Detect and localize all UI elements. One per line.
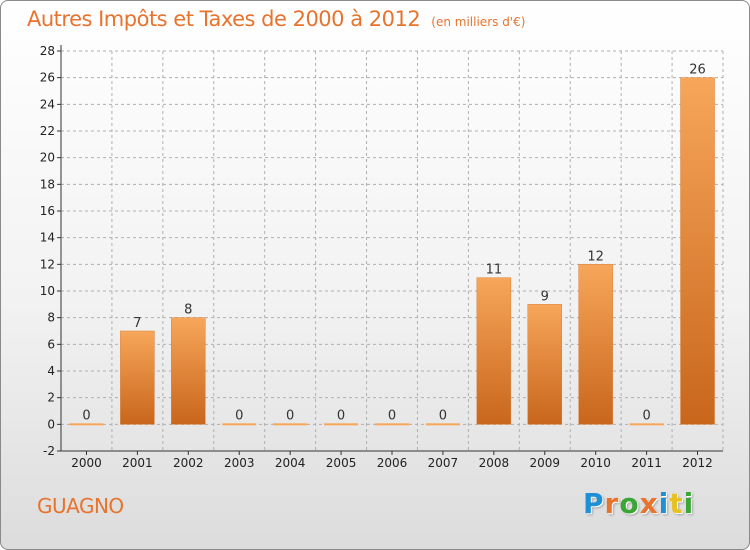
x-tick-label: 2005 xyxy=(326,456,357,470)
bar xyxy=(425,423,460,426)
chart-title: Autres Impôts et Taxes de 2000 à 2012 xyxy=(27,7,421,31)
data-label: 0 xyxy=(82,408,90,423)
y-tick-label: 12 xyxy=(40,257,55,271)
logo-letter: x xyxy=(639,487,659,520)
data-label: 0 xyxy=(388,408,396,423)
logo-letter: i xyxy=(683,487,695,520)
data-label: 12 xyxy=(587,249,604,264)
bar xyxy=(69,423,104,426)
x-tick-label: 2000 xyxy=(71,456,102,470)
y-tick-label: 0 xyxy=(47,417,55,431)
y-tick-label: 4 xyxy=(47,364,55,378)
bar xyxy=(578,264,613,425)
logo-letter: t xyxy=(669,487,684,520)
bar xyxy=(629,423,664,426)
bar xyxy=(120,330,155,425)
x-tick-label: 2010 xyxy=(580,456,611,470)
chart-subtitle: (en milliers d'€) xyxy=(431,15,526,29)
data-label: 11 xyxy=(486,263,503,278)
data-label: 7 xyxy=(133,316,141,331)
x-tick-label: 2002 xyxy=(173,456,204,470)
x-tick-label: 2008 xyxy=(479,456,510,470)
chart-title-block: Autres Impôts et Taxes de 2000 à 2012 (e… xyxy=(27,7,525,31)
x-tick-label: 2004 xyxy=(275,456,306,470)
y-tick-label: 18 xyxy=(40,177,55,191)
x-tick-label: 2007 xyxy=(428,456,459,470)
bar xyxy=(324,423,359,426)
commune-name: GUAGNO xyxy=(37,494,124,518)
data-label: 0 xyxy=(642,408,650,423)
y-tick-label: 14 xyxy=(40,231,55,245)
y-tick-label: 8 xyxy=(47,311,55,325)
bar xyxy=(273,423,308,426)
x-tick-label: 2012 xyxy=(682,456,713,470)
data-label: 26 xyxy=(689,63,706,78)
data-label: 0 xyxy=(235,408,243,423)
x-tick-label: 2003 xyxy=(224,456,255,470)
grid-lines xyxy=(60,50,724,452)
y-tick-label: 20 xyxy=(40,151,55,165)
x-tick-label: 2011 xyxy=(631,456,662,470)
bar xyxy=(375,423,409,426)
proxiti-logo: Proxiti xyxy=(583,487,694,520)
y-tick-label: 28 xyxy=(40,44,55,58)
x-tick-label: 2006 xyxy=(377,456,408,470)
data-label: 0 xyxy=(439,408,447,423)
bar xyxy=(222,423,257,426)
y-tick-label: 10 xyxy=(40,284,55,298)
bar xyxy=(680,77,715,425)
data-labels: 0 7 8 0 0 0 0 0 11 9 12 0 26 xyxy=(82,63,705,424)
y-tick-label: 2 xyxy=(47,391,55,405)
data-label: 9 xyxy=(541,289,549,304)
y-tick-label: 24 xyxy=(40,97,55,111)
y-tick-label: 22 xyxy=(40,124,55,138)
data-label: 8 xyxy=(184,303,192,318)
bar xyxy=(476,277,512,425)
y-tick-label: 16 xyxy=(40,204,55,218)
x-tick-label: 2001 xyxy=(122,456,153,470)
bar xyxy=(171,317,206,425)
logo-letter: o xyxy=(619,487,640,520)
logo-letter: r xyxy=(604,487,620,520)
bars xyxy=(69,77,715,426)
y-tick-label: 26 xyxy=(40,71,55,85)
logo-letter: i xyxy=(658,487,670,520)
y-tick-label: -2 xyxy=(43,444,55,458)
bar xyxy=(527,304,563,425)
logo-letter: P xyxy=(583,487,605,520)
x-tick-label: 2009 xyxy=(529,456,560,470)
y-tick-label: 6 xyxy=(47,337,55,351)
data-label: 0 xyxy=(337,408,345,423)
data-label: 0 xyxy=(286,408,294,423)
